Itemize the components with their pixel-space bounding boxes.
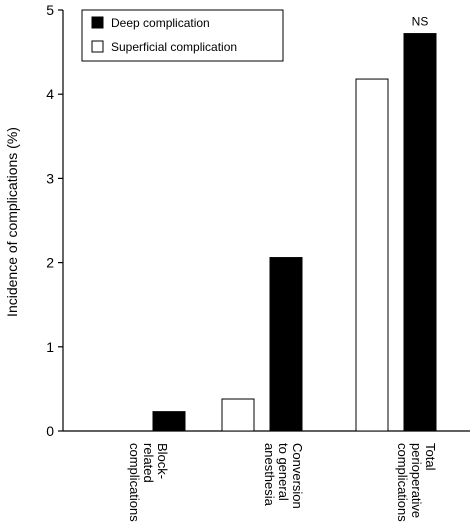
x-category-label: Total bbox=[423, 443, 438, 471]
x-category-label: anesthesia bbox=[262, 443, 277, 507]
y-tick-label: 0 bbox=[46, 423, 54, 439]
bars bbox=[152, 33, 437, 432]
bar-superficial-1 bbox=[221, 398, 255, 432]
legend: Deep complication Superficial complicati… bbox=[81, 9, 284, 62]
legend-swatch-superficial bbox=[91, 40, 104, 53]
x-category-label: to general bbox=[276, 443, 291, 501]
x-category-label: related bbox=[141, 443, 156, 483]
bar-deep-2 bbox=[403, 33, 437, 432]
y-tick-label: 2 bbox=[46, 255, 54, 271]
y-axis-title: Incidence of complications (%) bbox=[4, 127, 20, 317]
legend-label-deep: Deep complication bbox=[111, 16, 210, 30]
y-tick-label: 1 bbox=[46, 339, 54, 355]
significance-annotation: NS bbox=[412, 15, 429, 29]
y-tick-label: 3 bbox=[46, 170, 54, 186]
x-category-label: Block- bbox=[155, 443, 170, 479]
bar-superficial-2 bbox=[355, 78, 389, 432]
legend-swatch-deep bbox=[91, 16, 104, 29]
x-category-label: perioperative bbox=[409, 443, 424, 518]
x-category-label: complications bbox=[395, 443, 410, 522]
legend-label-superficial: Superficial complication bbox=[111, 40, 237, 54]
bar-deep-0 bbox=[152, 411, 186, 432]
y-tick-label: 5 bbox=[46, 2, 54, 18]
axes: Incidence of complications (%) bbox=[4, 10, 470, 432]
y-ticks: 0 1 2 3 4 5 bbox=[46, 2, 63, 439]
annotations: NS bbox=[412, 15, 429, 29]
bar-deep-1 bbox=[269, 257, 303, 432]
x-category-label: complications bbox=[127, 443, 142, 522]
y-tick-label: 4 bbox=[46, 86, 54, 102]
legend-box bbox=[81, 9, 284, 62]
x-category-label: Conversion bbox=[290, 443, 305, 509]
